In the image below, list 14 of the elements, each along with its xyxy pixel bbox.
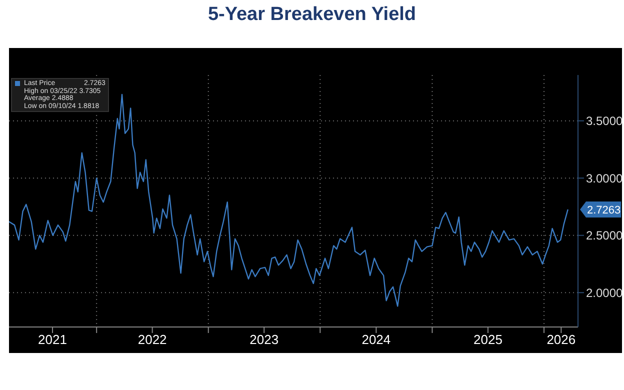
price-tag: 2.7263 xyxy=(580,201,621,218)
y-tick-label: 3.0000 xyxy=(586,171,624,186)
x-tick-label: 2023 xyxy=(250,332,279,348)
annotation: 2.7263 xyxy=(587,204,621,216)
x-tick-label: 2025 xyxy=(474,332,502,348)
y-tick-label: 2.5000 xyxy=(586,228,624,243)
x-tick-label: 2026 xyxy=(546,332,576,348)
y-tick-label: 2.0000 xyxy=(586,286,624,300)
chart-title: 5-Year Breakeven Yield xyxy=(206,4,418,26)
line-series xyxy=(9,94,568,307)
x-tick-label: 2021 xyxy=(38,332,67,348)
x-tick-label: 2024 xyxy=(362,332,391,348)
y-tick-label: 3.5000 xyxy=(586,114,624,128)
x-tick-label: 2022 xyxy=(138,332,167,348)
